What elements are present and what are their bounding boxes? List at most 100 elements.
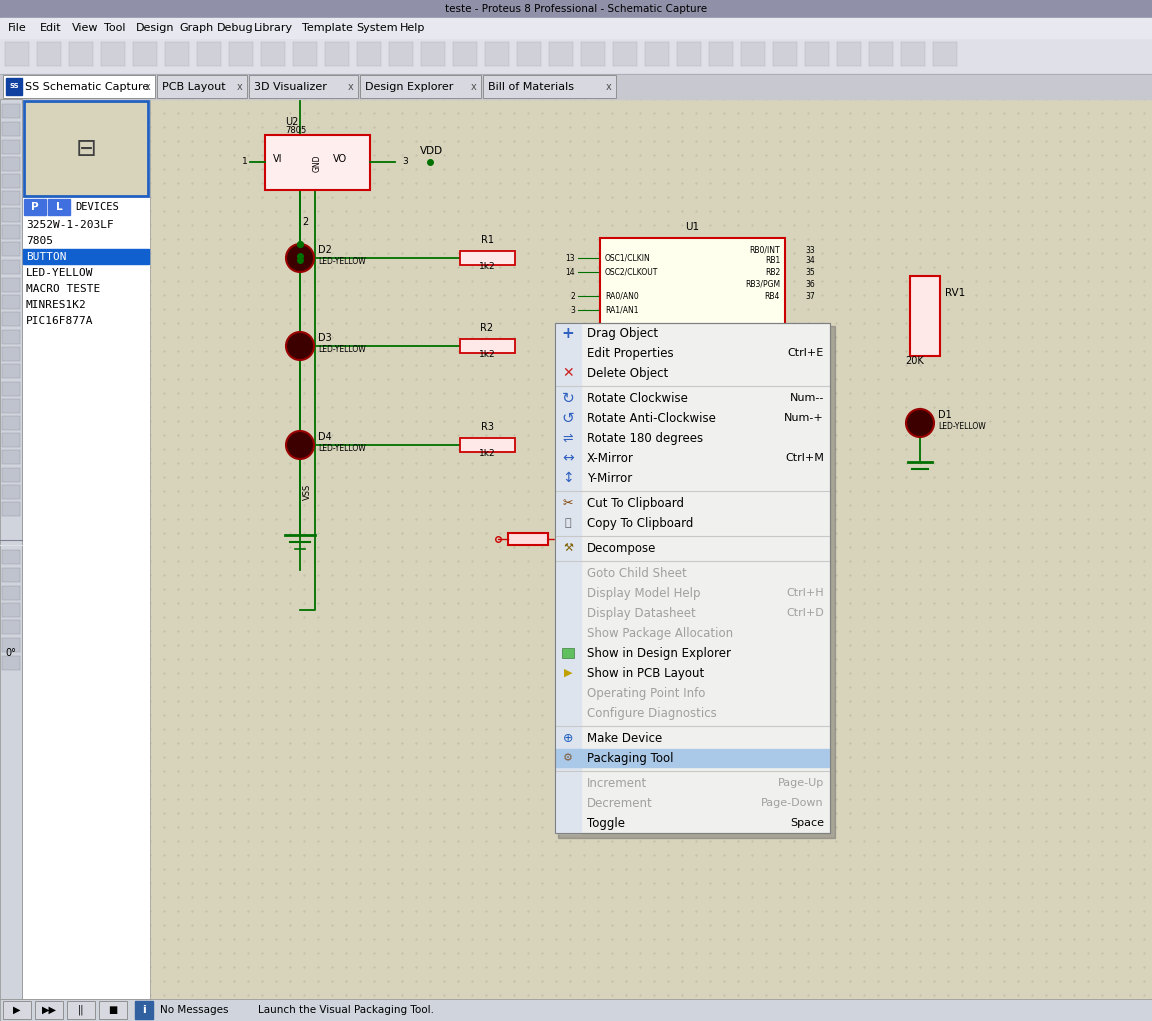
- Text: Y-Mirror: Y-Mirror: [588, 472, 632, 485]
- Text: ↕: ↕: [562, 471, 574, 485]
- Bar: [2, 174, 20, 188]
- Text: ⚙: ⚙: [563, 753, 573, 763]
- Text: Num-+: Num-+: [785, 414, 824, 423]
- Text: x: x: [471, 82, 476, 92]
- Bar: [165, 42, 189, 66]
- Bar: [2, 450, 20, 464]
- Text: DEVICES: DEVICES: [75, 202, 119, 212]
- Bar: [22, 99, 150, 999]
- Text: 1: 1: [242, 157, 248, 166]
- Bar: [2, 330, 20, 344]
- Text: VDD: VDD: [420, 146, 444, 156]
- Bar: [555, 323, 581, 833]
- Bar: [2, 550, 20, 564]
- Bar: [2, 586, 20, 600]
- Bar: [910, 276, 940, 356]
- Bar: [3, 1001, 31, 1019]
- Text: Copy To Clipboard: Copy To Clipboard: [588, 517, 694, 530]
- Text: 7805: 7805: [26, 236, 53, 245]
- Bar: [293, 42, 317, 66]
- Bar: [558, 326, 835, 838]
- Bar: [2, 657, 20, 670]
- Bar: [0, 99, 22, 999]
- Text: x: x: [145, 82, 151, 92]
- Bar: [508, 533, 548, 545]
- Bar: [24, 199, 46, 215]
- Text: RB3/PGM: RB3/PGM: [745, 280, 780, 289]
- Bar: [869, 42, 893, 66]
- Text: SS Schematic Capture: SS Schematic Capture: [25, 82, 150, 92]
- Bar: [933, 42, 957, 66]
- Bar: [48, 199, 70, 215]
- Bar: [2, 416, 20, 430]
- Bar: [325, 42, 349, 66]
- Text: Edit Properties: Edit Properties: [588, 346, 674, 359]
- Text: Drag Object: Drag Object: [588, 327, 658, 340]
- Bar: [2, 603, 20, 617]
- Text: LED-YELLOW: LED-YELLOW: [938, 422, 986, 431]
- Text: Decrement: Decrement: [588, 796, 653, 810]
- Text: No Messages: No Messages: [160, 1005, 228, 1015]
- Bar: [581, 42, 605, 66]
- Text: 1k2: 1k2: [479, 262, 495, 271]
- Text: U1: U1: [685, 222, 699, 232]
- Bar: [613, 42, 637, 66]
- Text: Page-Down: Page-Down: [761, 798, 824, 808]
- Text: Show in PCB Layout: Show in PCB Layout: [588, 667, 704, 680]
- Circle shape: [286, 244, 314, 272]
- Text: 3: 3: [402, 157, 408, 166]
- Text: D4: D4: [318, 432, 332, 442]
- Text: RA1/AN1: RA1/AN1: [605, 305, 638, 314]
- Text: D1: D1: [938, 410, 952, 420]
- Bar: [99, 1001, 127, 1019]
- Text: Goto Child Sheet: Goto Child Sheet: [588, 567, 687, 580]
- Text: ↔: ↔: [562, 451, 574, 465]
- Text: Toggle: Toggle: [588, 817, 626, 829]
- Bar: [0, 0, 1152, 18]
- Text: File: File: [8, 23, 26, 33]
- Text: Configure Diagnostics: Configure Diagnostics: [588, 707, 717, 720]
- Bar: [2, 468, 20, 482]
- Text: D3: D3: [318, 333, 332, 343]
- Text: Debug: Debug: [217, 23, 253, 33]
- Text: LED-YELLOW: LED-YELLOW: [26, 268, 93, 278]
- Text: VI: VI: [273, 154, 282, 164]
- Bar: [677, 42, 702, 66]
- Text: 3D Visualizer: 3D Visualizer: [253, 82, 327, 92]
- Text: Ctrl+D: Ctrl+D: [787, 607, 824, 618]
- Circle shape: [286, 431, 314, 459]
- Text: RV1: RV1: [945, 288, 965, 298]
- Text: MACRO TESTE: MACRO TESTE: [26, 284, 100, 293]
- Text: ↺: ↺: [562, 410, 575, 426]
- Bar: [197, 42, 221, 66]
- Bar: [0, 74, 1152, 99]
- Text: R3: R3: [480, 422, 493, 432]
- Text: Rotate Anti-Clockwise: Rotate Anti-Clockwise: [588, 411, 715, 425]
- Text: Tool: Tool: [104, 23, 126, 33]
- Text: 33: 33: [805, 245, 814, 254]
- Text: ✂: ✂: [562, 496, 574, 509]
- Bar: [157, 75, 247, 98]
- Bar: [741, 42, 765, 66]
- Bar: [2, 140, 20, 154]
- Text: ▶: ▶: [563, 668, 573, 678]
- Bar: [37, 42, 61, 66]
- Bar: [2, 620, 20, 634]
- Text: GND: GND: [313, 154, 323, 172]
- Text: 13: 13: [566, 253, 575, 262]
- Bar: [555, 323, 829, 833]
- Bar: [901, 42, 925, 66]
- Text: Display Model Help: Display Model Help: [588, 586, 700, 599]
- Text: Graph: Graph: [179, 23, 213, 33]
- Bar: [0, 38, 1152, 74]
- Text: Library: Library: [253, 23, 293, 33]
- Text: 1k2: 1k2: [479, 350, 495, 359]
- Bar: [5, 42, 29, 66]
- Bar: [838, 42, 861, 66]
- Text: 35: 35: [805, 268, 814, 277]
- Text: Ctrl+H: Ctrl+H: [787, 588, 824, 598]
- Text: PCB Layout: PCB Layout: [162, 82, 226, 92]
- Bar: [2, 502, 20, 516]
- Text: 36: 36: [805, 280, 814, 289]
- Text: i: i: [142, 1005, 146, 1015]
